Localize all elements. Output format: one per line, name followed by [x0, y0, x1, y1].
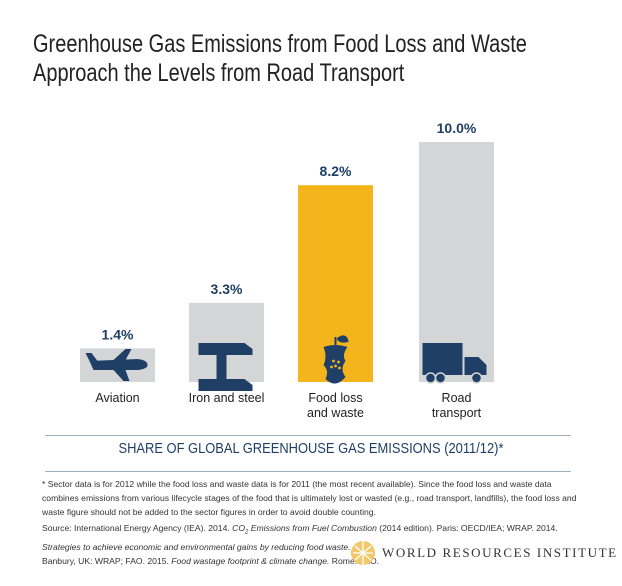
category-label: transport [432, 406, 482, 420]
wri-logo: WORLD RESOURCES INSTITUTE [350, 540, 618, 566]
source-text: 2 [245, 529, 249, 536]
source-text: CO [232, 523, 246, 533]
wri-globe-icon [351, 541, 375, 565]
title-line-2: Approach the Levels from Road Transport [33, 59, 405, 87]
steel-beam-icon [198, 343, 253, 391]
category-label: Road [442, 391, 472, 405]
source-text: Source: International Energy Agency (IEA… [42, 523, 233, 533]
title-line-1: Greenhouse Gas Emissions from Food Loss … [33, 30, 527, 58]
bar-3 [419, 142, 494, 382]
source-text: Emissions from Fuel Combustion [248, 523, 377, 533]
source-text: Banbury, UK: WRAP; FAO. 2015. [42, 555, 172, 566]
value-label: 8.2% [320, 163, 352, 179]
bar-chart: 1.4% Aviation 3.3% Iron and steel 8.2% Food l… [80, 120, 494, 420]
source-text: Food wastage footprint & climate change. [171, 555, 330, 566]
source-text: Strategies to achieve economic and envir… [42, 541, 351, 552]
divider-top [45, 435, 571, 436]
value-label: 1.4% [102, 326, 134, 342]
truck-icon [422, 343, 487, 384]
value-label: 10.0% [437, 120, 477, 136]
chart-title: Greenhouse Gas Emissions from Food Loss … [33, 30, 527, 88]
category-label: Iron and steel [189, 391, 265, 405]
airplane-icon [85, 349, 148, 381]
footnote: * Sector data is for 2012 while the food… [42, 479, 577, 517]
category-label: Food loss [308, 391, 362, 405]
divider-bottom [45, 471, 571, 472]
logo-text: WORLD RESOURCES INSTITUTE [382, 545, 618, 560]
category-label: Aviation [95, 391, 139, 405]
category-label: and waste [307, 406, 364, 420]
value-label: 3.3% [211, 281, 243, 297]
source-text: (2014 edition). Paris: OECD/IEA; WRAP. 2… [376, 523, 558, 533]
x-axis-title: SHARE OF GLOBAL GREENHOUSE GAS EMISSIONS… [118, 440, 504, 457]
apple-core-icon [323, 335, 349, 384]
